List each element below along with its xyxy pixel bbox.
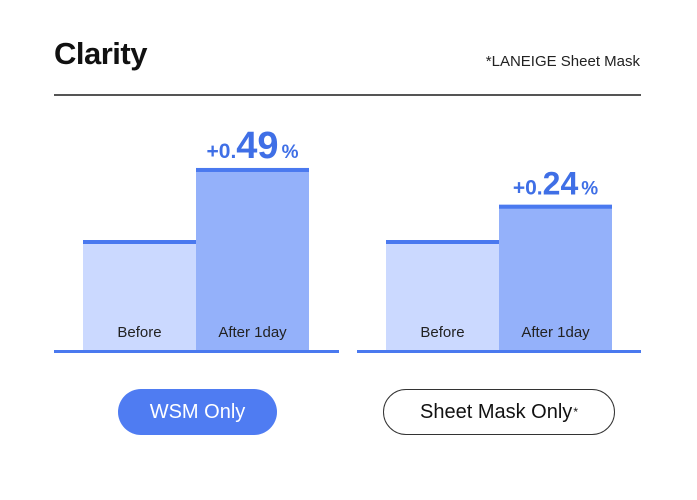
wsm-only-label: WSM Only (149, 400, 246, 423)
bar-top-line-before-1 (83, 240, 196, 244)
tick-label-before-1: Before (117, 324, 161, 341)
bar-before-2 (386, 240, 499, 351)
tick-label-before-2: Before (420, 324, 464, 341)
data-label-1: +0.49% (207, 125, 299, 167)
tick-label-after-2: After 1day (521, 324, 590, 341)
bar-top-line-after-1 (196, 167, 309, 172)
footnote: *LANEIGE Sheet Mask (485, 53, 640, 70)
sheet-mask-only-asterisk: * (573, 405, 578, 419)
baseline-2 (357, 350, 641, 353)
chart-title: Clarity (54, 36, 147, 71)
wsm-only-button[interactable]: WSM Only (118, 389, 277, 435)
tick-label-after-1: After 1day (218, 324, 287, 341)
bar-after-2 (499, 204, 612, 351)
bar-top-line-before-2 (386, 240, 499, 244)
data-label-2: +0.24% (513, 166, 598, 202)
sheet-mask-only-label: Sheet Mask Only (420, 400, 573, 423)
bar-top-line-after-2 (499, 204, 612, 209)
baseline-1 (54, 350, 339, 353)
sheet-mask-only-button[interactable]: Sheet Mask Only * (383, 389, 615, 435)
bar-after-1 (196, 167, 309, 351)
header-divider (54, 94, 641, 96)
bar-before-1 (83, 240, 196, 351)
